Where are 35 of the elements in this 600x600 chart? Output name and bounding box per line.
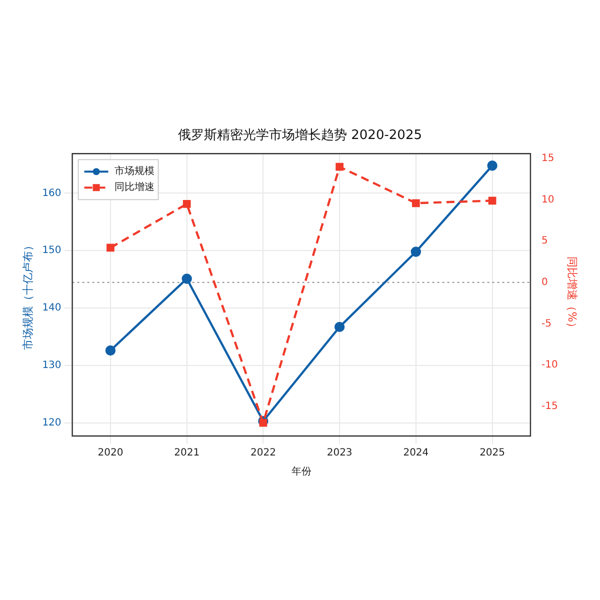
x-tick-label: 2020: [98, 448, 124, 459]
point: [410, 246, 422, 257]
x-tick-label: 2025: [480, 448, 506, 459]
point: [106, 244, 114, 252]
point: [334, 322, 345, 332]
legend-label: 同比增速: [114, 181, 154, 194]
y2-tick-label: 10: [541, 194, 554, 206]
x-tick-label: 2023: [326, 448, 352, 459]
y2-tick-label: 0: [541, 277, 548, 288]
y2-tick-label: 15: [541, 153, 554, 164]
point: [105, 345, 116, 356]
y-tick-label: 120: [42, 417, 62, 428]
point: [487, 160, 498, 171]
y-axis-title: 市场规模（十亿卢布）: [21, 240, 34, 350]
y2-tick-label: -15: [541, 400, 558, 412]
y2-tick-label: 5: [541, 236, 548, 247]
x-tick-label: 2021: [174, 448, 200, 459]
chart-title: 俄罗斯精密光学市场增长趋势 2020-2025: [178, 128, 422, 144]
y2-axis-title: 同比增速（%）: [566, 256, 579, 334]
point: [182, 274, 192, 284]
y2-tick-label: -5: [541, 318, 552, 330]
point: [488, 196, 496, 205]
y-tick-label: 140: [42, 302, 62, 314]
point: [259, 418, 268, 427]
point: [336, 162, 344, 171]
y-tick-label: 150: [42, 245, 62, 256]
y-tick-label: 130: [42, 360, 62, 371]
x-axis-title: 年份: [291, 466, 312, 478]
point: [182, 200, 191, 208]
x-tick-label: 2022: [250, 448, 276, 459]
point: [412, 199, 420, 208]
legend-label: 市场规模: [114, 165, 154, 178]
x-tick-label: 2024: [403, 448, 429, 459]
y2-tick-label: -10: [541, 360, 558, 371]
y-tick-label: 160: [42, 188, 62, 199]
